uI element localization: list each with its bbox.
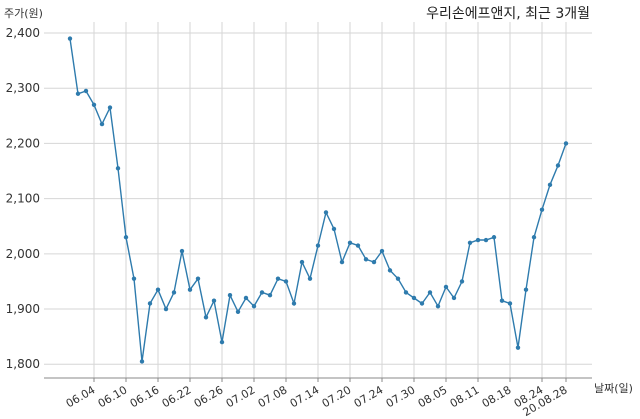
data-point <box>355 243 361 248</box>
data-point <box>227 293 233 298</box>
x-tick-label: 07.24 <box>352 383 386 410</box>
data-point <box>219 339 225 345</box>
data-point <box>435 304 441 309</box>
data-point <box>75 91 81 96</box>
data-point <box>291 301 297 306</box>
data-point <box>123 235 129 240</box>
data-point <box>147 301 153 306</box>
data-point <box>419 301 425 306</box>
data-point <box>539 207 545 212</box>
y-tick-label: 1,900 <box>6 302 40 316</box>
y-axis-label: 주가(원) <box>4 7 43 20</box>
x-tick-label: 07.30 <box>384 383 418 410</box>
data-point <box>251 304 257 309</box>
data-point <box>179 248 185 254</box>
data-point <box>299 259 305 265</box>
y-axis: 1,800 1,900 2,000 2,100 2,200 2,300 2,400 <box>6 26 40 371</box>
data-point <box>243 295 249 301</box>
chart-title: 우리손에프앤지, 최근 3개월 <box>426 6 590 22</box>
data-point <box>315 243 321 248</box>
data-point <box>275 276 281 281</box>
x-tick-label: 06.04 <box>64 383 98 410</box>
x-tick-label: 06.10 <box>96 383 130 410</box>
x-tick-label: 06.26 <box>192 383 226 410</box>
data-point <box>483 237 489 243</box>
data-point <box>307 276 313 281</box>
data-point <box>411 295 417 301</box>
data-point <box>339 259 345 265</box>
data-point <box>459 279 465 284</box>
data-point <box>507 301 513 306</box>
x-tick-label: 08.05 <box>416 383 450 410</box>
data-point <box>443 284 449 290</box>
data-point <box>499 298 505 303</box>
data-point <box>267 293 273 298</box>
data-point <box>347 240 353 245</box>
data-point <box>523 287 529 292</box>
data-point <box>139 359 145 364</box>
grid-lines <box>44 22 592 378</box>
data-point <box>427 290 433 295</box>
x-tick-label: 07.14 <box>288 383 322 410</box>
data-point <box>547 182 553 188</box>
data-point <box>259 290 265 295</box>
data-point <box>403 290 409 295</box>
data-point <box>91 102 97 107</box>
data-point <box>451 295 457 301</box>
x-tick-label: 07.20 <box>320 383 354 410</box>
x-tick-label: 07.02 <box>224 383 258 410</box>
data-point <box>491 235 497 240</box>
x-tick-label: 06.22 <box>160 383 194 410</box>
data-point <box>195 276 201 281</box>
y-tick-label: 2,000 <box>6 247 40 261</box>
x-tick-label: 07.08 <box>256 383 290 410</box>
x-tick-label: 08.11 <box>448 383 482 410</box>
series-layer <box>67 36 569 364</box>
x-tick-label: 06.16 <box>128 383 162 410</box>
data-point <box>131 276 137 281</box>
y-tick-label: 2,100 <box>6 192 40 206</box>
data-point <box>563 141 569 146</box>
data-point <box>387 268 393 273</box>
data-point <box>363 257 369 262</box>
data-point <box>323 210 329 215</box>
y-tick-label: 2,300 <box>6 81 40 95</box>
x-axis-label: 날짜(일) <box>594 381 633 395</box>
data-point <box>171 290 177 295</box>
data-point <box>371 259 377 265</box>
data-point <box>211 298 217 303</box>
data-point <box>379 248 385 254</box>
y-tick-label: 1,800 <box>6 357 40 371</box>
data-point <box>203 315 209 320</box>
data-point <box>395 276 401 281</box>
data-point <box>555 163 561 168</box>
x-axis: 06.0406.1006.1606.2206.2607.0207.0807.14… <box>44 377 592 419</box>
data-point <box>67 36 73 41</box>
data-point <box>163 306 169 312</box>
data-point <box>107 105 113 110</box>
data-point <box>187 287 193 292</box>
y-tick-label: 2,400 <box>6 26 40 40</box>
data-point <box>531 235 537 240</box>
data-point <box>99 121 105 127</box>
x-tick-label: 08.18 <box>480 383 514 410</box>
data-point <box>331 226 337 232</box>
y-tick-label: 2,200 <box>6 136 40 150</box>
data-point <box>515 345 521 350</box>
data-point <box>283 279 289 284</box>
data-point <box>467 240 473 245</box>
data-point <box>115 166 121 171</box>
data-point <box>475 237 481 243</box>
data-point <box>83 88 89 94</box>
data-point <box>235 309 241 314</box>
data-point <box>155 287 161 292</box>
